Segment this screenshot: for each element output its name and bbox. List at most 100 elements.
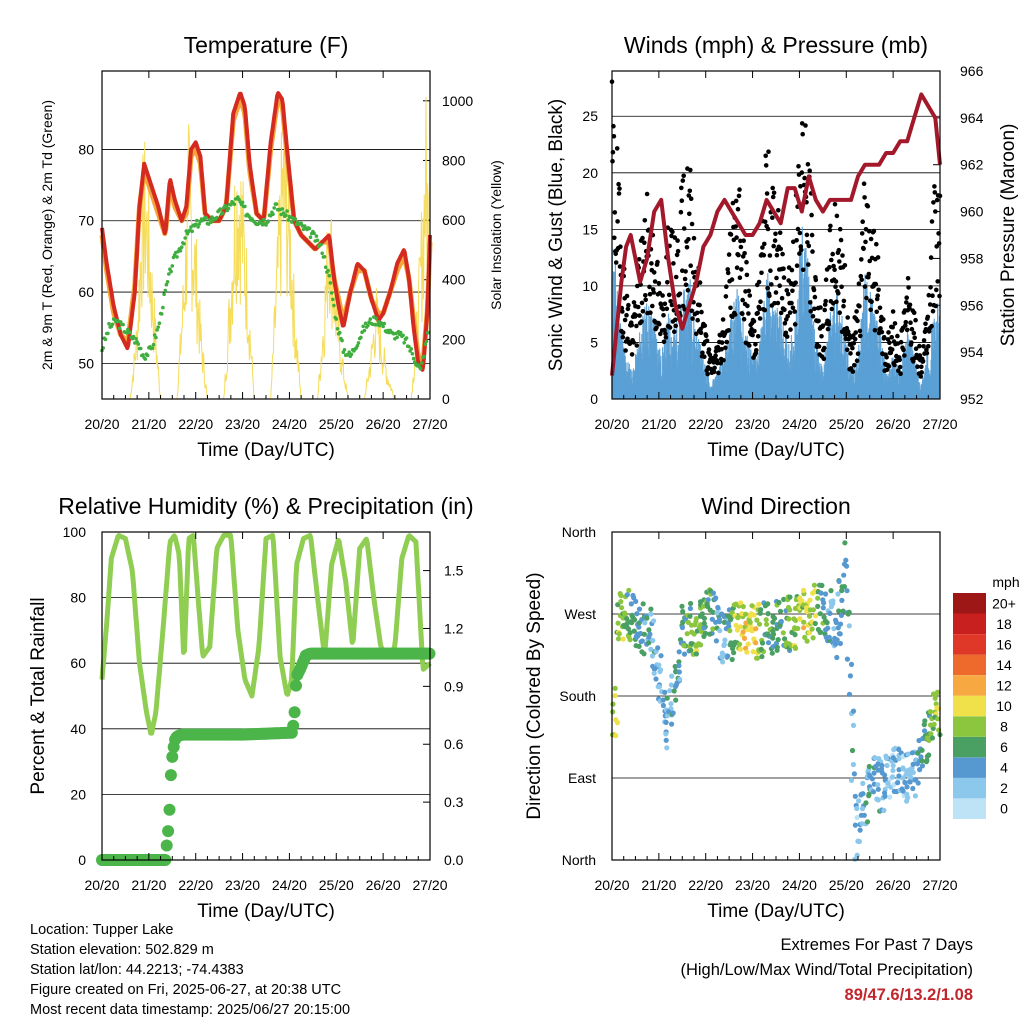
direction-point (857, 827, 863, 833)
gust-point (655, 259, 660, 265)
gust-point (769, 282, 774, 287)
dewpoint-point (110, 322, 115, 327)
x-tick-label-3: 26/20 (366, 877, 401, 893)
dewpoint-point (106, 331, 110, 336)
gust-point (629, 352, 635, 357)
gust-point (874, 241, 879, 247)
direction-point (626, 587, 632, 593)
gust-point (852, 362, 857, 368)
direction-point (747, 619, 753, 625)
dewpoint-point (314, 234, 319, 238)
y-axis-label-1: 2m & 9m T (Red, Orange) & 2m Td (Green) (39, 100, 55, 370)
direction-point (707, 631, 713, 637)
gust-point (889, 335, 894, 340)
gust-point (767, 253, 773, 258)
gust-point (615, 219, 620, 224)
direction-point (817, 611, 823, 617)
direction-point (824, 620, 830, 626)
direction-point (624, 616, 630, 622)
direction-point (807, 597, 813, 603)
gust-point (689, 308, 694, 314)
direction-point (922, 728, 928, 734)
direction-point (715, 604, 721, 611)
dewpoint-point (281, 211, 286, 215)
direction-point (841, 572, 847, 578)
gust-point (657, 321, 662, 327)
gust-point (904, 300, 909, 305)
direction-point (658, 653, 664, 659)
gust-point (623, 348, 628, 353)
gust-point (663, 331, 668, 336)
colorbar-label: 2 (1000, 780, 1008, 796)
dewpoint-point (411, 356, 416, 361)
direction-point (740, 604, 746, 610)
y2-tick-label: 0.0 (444, 852, 464, 868)
dewpoint-point (271, 212, 275, 216)
gust-point (833, 284, 838, 290)
y2-tick-label: 958 (960, 250, 984, 266)
direction-point (895, 780, 901, 786)
dewpoint-point (401, 333, 405, 338)
direction-point (738, 600, 744, 606)
dewpoint-point (312, 231, 316, 235)
gust-point (652, 279, 658, 284)
dewpoint-point (162, 292, 166, 297)
x-tick-label-4: 26/20 (876, 877, 911, 893)
dewpoint-point (143, 357, 148, 361)
gust-point (613, 260, 619, 265)
dewpoint-point (169, 269, 173, 274)
direction-point (904, 798, 910, 804)
direction-point (688, 600, 694, 607)
gust-point (777, 230, 783, 235)
dewpoint-point (286, 218, 291, 222)
gust-point (921, 338, 927, 343)
direction-point (840, 608, 846, 614)
gust-point (903, 323, 908, 328)
gust-point (861, 246, 866, 252)
direction-point (854, 852, 860, 858)
colorbar-swatch (953, 757, 986, 778)
gust-point (687, 211, 692, 217)
gust-point (671, 261, 676, 266)
direction-point (705, 597, 711, 603)
gust-point (639, 300, 645, 306)
gust-point (662, 327, 667, 333)
gust-point (921, 344, 926, 349)
dewpoint-point (183, 236, 187, 240)
direction-point (758, 646, 764, 652)
gust-point (805, 162, 811, 167)
direction-point (786, 616, 792, 622)
gust-point (859, 231, 865, 236)
y-axis-label-3: Percent & Total Rainfall (28, 597, 49, 794)
y-tick-label: 0 (78, 852, 86, 868)
direction-point (756, 601, 762, 607)
dewpoint-point (209, 220, 213, 224)
direction-point (860, 791, 866, 797)
dewpoint-point (126, 327, 130, 332)
direction-point (834, 637, 840, 643)
gust-point (631, 300, 637, 305)
direction-point (837, 640, 844, 647)
gust-point (806, 243, 812, 249)
direction-point (881, 807, 887, 814)
direction-point (615, 636, 622, 642)
gust-point (808, 309, 813, 314)
direction-point (681, 643, 687, 649)
gust-point (869, 299, 874, 305)
gust-point (678, 209, 684, 215)
gust-point (924, 350, 930, 356)
gust-point (897, 364, 903, 370)
gust-point (868, 307, 873, 313)
dewpoint-point (280, 207, 285, 211)
dewpoint-point (155, 328, 159, 332)
direction-point (907, 779, 913, 785)
direction-point (793, 617, 799, 624)
direction-point (765, 640, 772, 646)
y-tick-label: 15 (582, 221, 598, 237)
gust-point (673, 274, 679, 280)
gust-point (643, 297, 648, 303)
direction-point (741, 635, 748, 642)
direction-point (878, 766, 885, 772)
dewpoint-point (182, 242, 186, 246)
dewpoint-point (266, 219, 271, 223)
